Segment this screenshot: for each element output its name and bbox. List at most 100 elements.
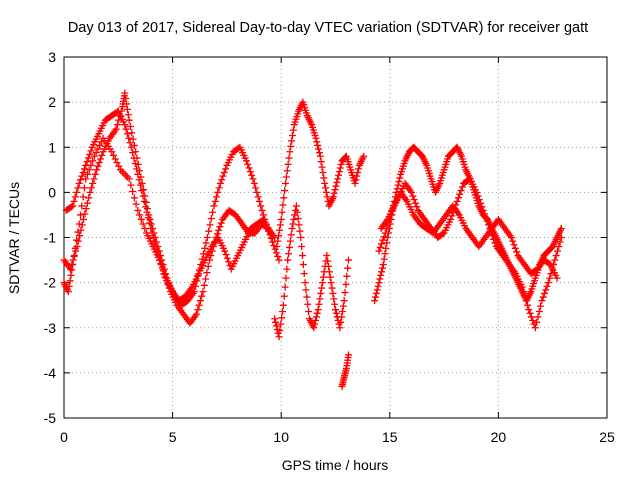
data-point (130, 194, 138, 202)
data-point (453, 197, 461, 205)
data-point (305, 308, 313, 316)
series-track-1 (60, 89, 283, 309)
data-point (140, 197, 148, 205)
data-point (546, 274, 554, 282)
data-point (74, 237, 82, 245)
data-point (139, 192, 147, 200)
data-point (201, 244, 209, 252)
data-point (314, 141, 322, 149)
data-point (288, 132, 296, 140)
data-point (342, 280, 350, 288)
data-point (318, 279, 326, 287)
data-point (339, 302, 347, 310)
data-point (87, 147, 95, 155)
data-point (94, 162, 102, 170)
data-point (547, 270, 555, 278)
data-point (371, 293, 379, 301)
data-point (379, 236, 387, 244)
data-point (552, 252, 560, 260)
data-point (275, 226, 283, 234)
data-point (278, 314, 286, 322)
data-point (535, 308, 543, 316)
data-point (156, 256, 164, 264)
data-point (315, 300, 323, 308)
data-point (317, 289, 325, 297)
data-point (89, 157, 97, 165)
data-point (542, 286, 550, 294)
data-point (134, 170, 142, 178)
data-point (325, 268, 333, 276)
data-point (538, 297, 546, 305)
data-point (222, 165, 230, 173)
data-point (85, 194, 93, 202)
data-point (78, 172, 86, 180)
data-point (335, 171, 343, 179)
data-point (125, 175, 133, 183)
data-point (80, 165, 88, 173)
data-point (276, 221, 284, 229)
y-tick-label: 0 (48, 184, 56, 200)
grid (64, 57, 607, 418)
data-point (410, 196, 418, 204)
data-point (290, 215, 298, 223)
data-point (351, 179, 359, 187)
data-point (244, 160, 252, 168)
data-point (331, 300, 339, 308)
data-point (283, 265, 291, 273)
data-point (275, 256, 283, 264)
data-point (331, 186, 339, 194)
data-point (482, 214, 490, 222)
data-point (378, 268, 386, 276)
data-point (73, 188, 81, 196)
data-point (203, 269, 211, 277)
data-point (557, 224, 565, 232)
data-point (323, 252, 331, 260)
data-point (194, 306, 202, 314)
data-point (447, 215, 455, 223)
data-point (284, 256, 292, 264)
data-point (318, 284, 326, 292)
data-point (509, 237, 517, 245)
data-point (375, 247, 383, 255)
data-point (374, 282, 382, 290)
data-point (271, 315, 279, 323)
x-tick-label: 15 (382, 429, 398, 445)
data-point (456, 190, 464, 198)
data-point (282, 274, 290, 282)
y-tick-label: 1 (48, 139, 56, 155)
plot-frame (63, 56, 608, 419)
data-point (142, 203, 150, 211)
data-point (85, 166, 93, 174)
data-point (138, 187, 146, 195)
data-point (553, 247, 561, 255)
y-tick-labels: -5 -4 -3 -2 -1 0 1 2 3 (44, 49, 57, 426)
x-tick-labels: 0 5 10 15 20 25 (60, 429, 615, 445)
data-point (123, 130, 131, 138)
data-point (249, 175, 257, 183)
data-point (69, 261, 77, 269)
data-point (157, 260, 165, 268)
data-point (287, 142, 295, 150)
data-point (378, 264, 386, 272)
data-point (338, 313, 346, 321)
data-point (329, 289, 337, 297)
data-point (319, 169, 327, 177)
data-point (221, 247, 229, 255)
data-point (282, 179, 290, 187)
data-point (316, 295, 324, 303)
data-point (556, 238, 564, 246)
data-point (76, 232, 84, 240)
data-point (285, 250, 293, 258)
data-point (319, 273, 327, 281)
data-point (67, 265, 75, 273)
data-point (202, 239, 210, 247)
data-point (337, 318, 345, 326)
data-point (211, 197, 219, 205)
data-point (288, 224, 296, 232)
data-point (198, 255, 206, 263)
data-point (478, 203, 486, 211)
data-point (222, 251, 230, 259)
data-point (271, 234, 279, 241)
data-point (297, 234, 305, 241)
data-point (474, 192, 482, 200)
